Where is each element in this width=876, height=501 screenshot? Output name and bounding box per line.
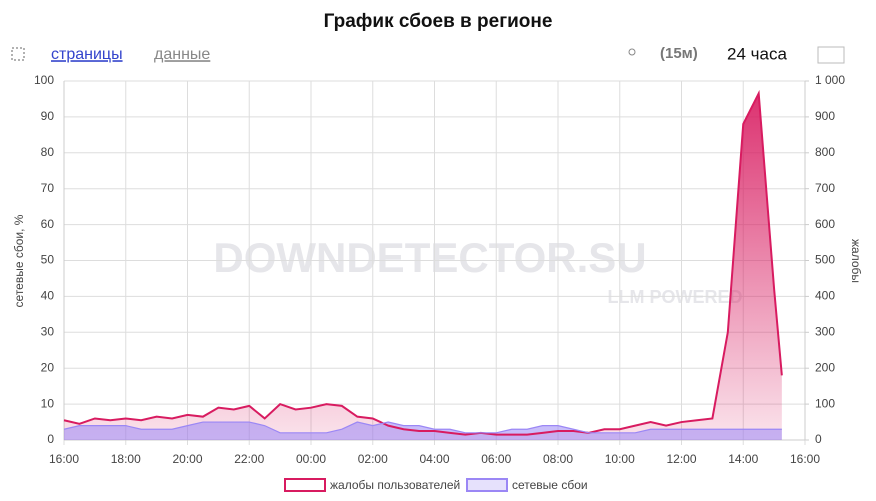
series-line xyxy=(63,89,783,436)
x-tick-label: 16:00 xyxy=(49,452,79,466)
x-tick-label: 20:00 xyxy=(172,452,202,466)
x-tick-label: 22:00 xyxy=(234,452,264,466)
x-tick-label: 12:00 xyxy=(666,452,696,466)
y-tick-label: 30 xyxy=(41,324,55,338)
y-tick-label: 100 xyxy=(34,73,54,87)
y-tick-label: 10 xyxy=(41,396,55,410)
y2-tick-label: 1 000 xyxy=(815,73,845,87)
y-tick-label: 70 xyxy=(41,181,55,195)
nav-link[interactable]: данные xyxy=(154,46,210,63)
y2-tick-label: 300 xyxy=(815,324,835,338)
legend-label: жалобы пользователей xyxy=(330,478,460,492)
camera-icon[interactable] xyxy=(11,47,25,61)
x-tick-label: 04:00 xyxy=(419,452,449,466)
y2-tick-label: 700 xyxy=(815,181,835,195)
x-tick-label: 14:00 xyxy=(728,452,758,466)
y2-tick-label: 100 xyxy=(815,396,835,410)
x-tick-label: 00:00 xyxy=(296,452,326,466)
y-tick-label: 80 xyxy=(41,145,55,159)
nav-link[interactable]: страницы xyxy=(51,46,123,63)
y-tick-label: 40 xyxy=(41,289,55,303)
chart-title: График сбоев в регионе xyxy=(324,11,553,32)
x-tick-label: 10:00 xyxy=(605,452,635,466)
y2-tick-label: 500 xyxy=(815,253,835,267)
y2-tick-label: 600 xyxy=(815,217,835,231)
watermark: DOWNDETECTOR.SU xyxy=(213,234,646,281)
range[interactable]: 24 часа xyxy=(727,44,787,63)
legend-label: сетевые сбои xyxy=(512,478,588,492)
interval[interactable]: (15м) xyxy=(660,45,698,62)
y-axis-title: сетевые сбои, % xyxy=(12,214,26,307)
y2-tick-label: 200 xyxy=(815,360,835,374)
x-tick-label: 08:00 xyxy=(543,452,573,466)
y2-axis-title: жалобы xyxy=(849,239,863,283)
y-tick-label: 20 xyxy=(41,360,55,374)
y2-tick-label: 0 xyxy=(815,432,822,446)
x-tick-label: 18:00 xyxy=(111,452,141,466)
y-tick-label: 90 xyxy=(41,109,55,123)
x-tick-label: 16:00 xyxy=(790,452,820,466)
y-tick-label: 0 xyxy=(47,432,54,446)
legend-swatch xyxy=(466,478,508,492)
x-tick-label: 02:00 xyxy=(358,452,388,466)
y2-tick-label: 400 xyxy=(815,289,835,303)
series-line xyxy=(63,421,782,434)
y-tick-label: 60 xyxy=(41,217,55,231)
y2-tick-label: 900 xyxy=(815,109,835,123)
calendar-icon[interactable] xyxy=(817,46,845,64)
legend-swatch xyxy=(284,478,326,492)
x-tick-label: 06:00 xyxy=(481,452,511,466)
y2-tick-label: 800 xyxy=(815,145,835,159)
y-tick-label: 50 xyxy=(41,253,55,267)
user-icon xyxy=(628,48,636,56)
